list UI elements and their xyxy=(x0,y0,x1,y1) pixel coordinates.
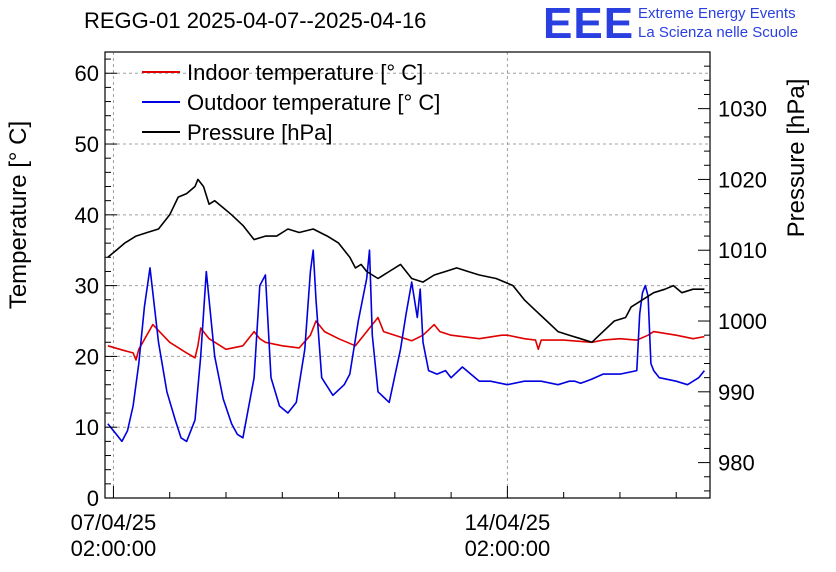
y-tick-label: 20 xyxy=(75,344,99,369)
series-layer xyxy=(107,178,706,443)
x-tick-label-date: 07/04/25 xyxy=(71,510,157,535)
y2-tick-label: 980 xyxy=(718,451,755,476)
ticks-layer: 0102030405060980990100010101020103007/04… xyxy=(71,51,767,561)
series-line-2 xyxy=(107,178,705,344)
y2-tick-label: 1010 xyxy=(718,238,767,263)
y-tick-label: 30 xyxy=(75,274,99,299)
eee-logo: EEE xyxy=(543,0,635,48)
y2-axis-label: Pressure [hPa] xyxy=(783,79,810,238)
grid-layer xyxy=(105,52,710,498)
y2-tick-label: 990 xyxy=(718,380,755,405)
logo-line-2: La Scienza nelle Scuole xyxy=(638,24,799,41)
y2-tick-label: 1000 xyxy=(718,309,767,334)
y2-tick-label: 1030 xyxy=(718,97,767,122)
y-tick-label: 50 xyxy=(75,132,99,157)
y2-tick-label: 1020 xyxy=(718,167,767,192)
legend: Indoor temperature [° C] Outdoor temperat… xyxy=(142,60,440,145)
legend-label-0: Indoor temperature [° C] xyxy=(187,60,423,85)
y-tick-label: 10 xyxy=(75,415,99,440)
plot-frame xyxy=(104,51,711,499)
y-tick-label: 0 xyxy=(87,486,99,511)
series-line-0 xyxy=(107,316,705,361)
y-tick-label: 60 xyxy=(75,61,99,86)
x-tick-label-time: 02:00:00 xyxy=(465,536,551,561)
logo-caption: Extreme Energy Events La Scienza nelle S… xyxy=(638,4,798,42)
series-line-1 xyxy=(107,249,706,443)
legend-label-1: Outdoor temperature [° C] xyxy=(187,90,440,115)
y-axis-label: Temperature [° C] xyxy=(5,121,32,309)
x-tick-label-date: 14/04/25 xyxy=(465,510,551,535)
x-tick-label-time: 02:00:00 xyxy=(71,536,157,561)
y-tick-label: 40 xyxy=(75,203,99,228)
logo-line-1: Extreme Energy Events xyxy=(638,5,796,22)
frame-layer xyxy=(104,51,711,499)
legend-label-2: Pressure [hPa] xyxy=(187,120,333,145)
chart-title: REGG-01 2025-04-07--2025-04-16 xyxy=(84,8,427,33)
